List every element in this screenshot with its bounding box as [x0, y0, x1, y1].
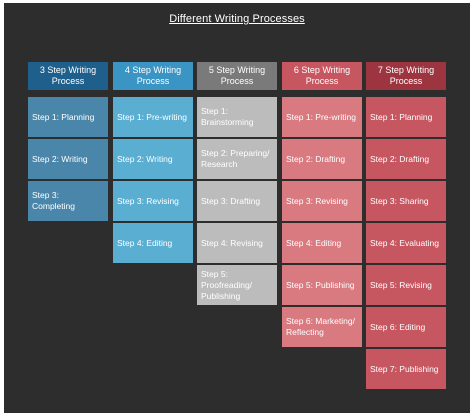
diagram-title: Different Writing Processes: [169, 13, 305, 25]
step-box: Step 4: Revising: [197, 223, 277, 263]
step-box: Step 2: Drafting: [282, 139, 362, 179]
step-box: Step 1: Pre-writing: [113, 97, 193, 137]
column-5-step: 5 Step Writing Process Step 1: Brainstor…: [197, 62, 277, 305]
step-box: Step 4: Editing: [282, 223, 362, 263]
step-box: Step 5: Revising: [366, 265, 446, 305]
step-box: Step 2: Preparing/ Research: [197, 139, 277, 179]
step-box: Step 4: Editing: [113, 223, 193, 263]
step-box: Step 6: Marketing/ Reflecting: [282, 307, 362, 347]
step-box: Step 5: Publishing: [282, 265, 362, 305]
step-box: Step 3: Completing: [28, 181, 108, 221]
step-box: Step 3: Sharing: [366, 181, 446, 221]
step-box: Step 1: Brainstorming: [197, 97, 277, 137]
column-6-step: 6 Step Writing Process Step 1: Pre-writi…: [282, 62, 362, 347]
column-4-step: 4 Step Writing Process Step 1: Pre-writi…: [113, 62, 193, 263]
step-box: Step 1: Planning: [28, 97, 108, 137]
column-header: 4 Step Writing Process: [113, 62, 193, 90]
step-box: Step 3: Drafting: [197, 181, 277, 221]
step-box: Step 7: Publishing: [366, 349, 446, 389]
step-box: Step 4: Evaluating: [366, 223, 446, 263]
column-3-step: 3 Step Writing Process Step 1: Planning …: [28, 62, 108, 221]
step-box: Step 2: Writing: [28, 139, 108, 179]
diagram-canvas: Different Writing Processes 3 Step Writi…: [4, 3, 470, 413]
step-box: Step 1: Planning: [366, 97, 446, 137]
column-header: 6 Step Writing Process: [282, 62, 362, 90]
step-box: Step 2: Writing: [113, 139, 193, 179]
step-box: Step 3: Revising: [113, 181, 193, 221]
column-header: 3 Step Writing Process: [28, 62, 108, 90]
column-header: 7 Step Writing Process: [366, 62, 446, 90]
column-header: 5 Step Writing Process: [197, 62, 277, 90]
column-7-step: 7 Step Writing Process Step 1: Planning …: [366, 62, 446, 389]
step-box: Step 6: Editing: [366, 307, 446, 347]
step-box: Step 3: Revising: [282, 181, 362, 221]
step-box: Step 1: Pre-writing: [282, 97, 362, 137]
step-box: Step 5: Proofreading/ Publishing: [197, 265, 277, 305]
step-box: Step 2: Drafting: [366, 139, 446, 179]
